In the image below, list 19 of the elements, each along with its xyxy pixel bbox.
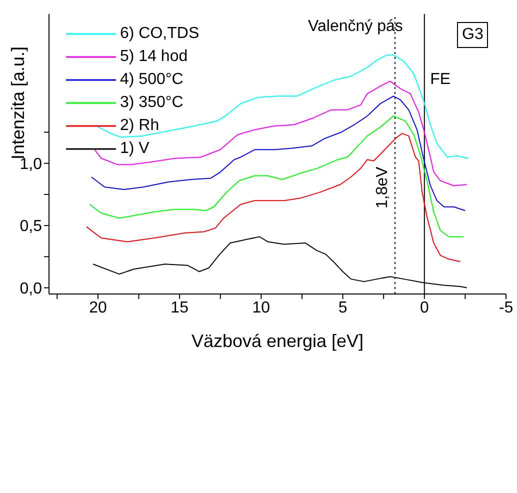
y-tick-label: 0,0 [20, 280, 42, 298]
ref-line-label: FE [430, 71, 451, 88]
x-axis-title: Väzbová energia [eV] [191, 331, 364, 351]
legend-label: 4) 500°C [120, 70, 184, 88]
legend-label: 3) 350°C [120, 94, 184, 112]
y-tick-label: 0,5 [20, 218, 42, 236]
x-tick-label: 5 [338, 299, 348, 316]
annotation: Valenčný pás [308, 18, 403, 36]
x-tick-label: 20 [89, 299, 107, 316]
legend-label: 2) Rh [120, 116, 160, 134]
legend-label: 5) 14 hod [120, 48, 188, 66]
x-tick-label: 15 [170, 299, 189, 316]
x-tick-label: -5 [498, 299, 514, 316]
legend-label: 6) CO,TDS [120, 24, 200, 42]
x-tick-label: 10 [252, 299, 270, 316]
x-tick-label: 0 [420, 299, 429, 316]
annotation: G3 [457, 22, 488, 48]
legend-label: 1) V [120, 140, 150, 158]
ref-line-label: 1,8eV [374, 166, 392, 209]
